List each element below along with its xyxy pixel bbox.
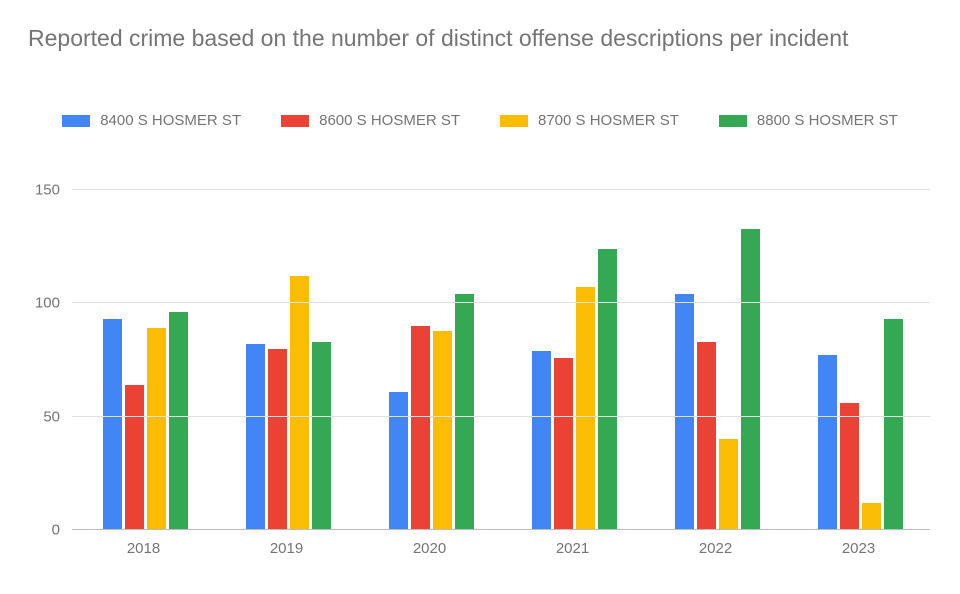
bar — [455, 294, 474, 530]
legend-swatch — [62, 115, 90, 127]
x-axis-tick-label: 2020 — [358, 530, 501, 557]
chart-container: Reported crime based on the number of di… — [0, 0, 960, 594]
bar-cluster — [675, 190, 760, 530]
bar-cluster — [389, 190, 474, 530]
bar-groups: 201820192020202120222023 — [72, 190, 930, 530]
bar-group: 2021 — [501, 190, 644, 530]
legend-item: 8600 S HOSMER ST — [281, 112, 460, 129]
legend-item: 8400 S HOSMER ST — [62, 112, 241, 129]
bar — [818, 355, 837, 530]
legend-row: 8800 S HOSMER ST — [719, 112, 898, 129]
legend-label: 8800 S HOSMER ST — [757, 112, 898, 129]
bar — [103, 319, 122, 530]
bar — [598, 249, 617, 530]
legend: 8400 S HOSMER ST 8600 S HOSMER ST 8700 S H… — [0, 112, 960, 129]
bar — [389, 392, 408, 530]
x-axis-tick-label: 2022 — [644, 530, 787, 557]
legend-label: 8400 S HOSMER ST — [100, 112, 241, 129]
gridline — [72, 189, 930, 190]
bar — [290, 276, 309, 530]
bar-group: 2023 — [787, 190, 930, 530]
x-axis-tick-label: 2023 — [787, 530, 930, 557]
bar-cluster — [246, 190, 331, 530]
legend-item: 8700 S HOSMER ST — [500, 112, 679, 129]
gridline — [72, 302, 930, 303]
chart-title: Reported crime based on the number of di… — [28, 24, 932, 53]
bar — [719, 439, 738, 530]
bar — [554, 358, 573, 530]
bar — [125, 385, 144, 530]
bar — [246, 344, 265, 530]
bar — [840, 403, 859, 530]
x-axis-baseline — [72, 529, 930, 530]
legend-item: 8800 S HOSMER ST — [719, 112, 898, 129]
bar-cluster — [103, 190, 188, 530]
y-axis-tick-label: 150 — [35, 182, 72, 199]
bar-cluster — [818, 190, 903, 530]
bar-group: 2022 — [644, 190, 787, 530]
bar — [675, 294, 694, 530]
gridline — [72, 416, 930, 417]
bar-group: 2019 — [215, 190, 358, 530]
bar — [268, 349, 287, 530]
legend-swatch — [719, 115, 747, 127]
bar-cluster — [532, 190, 617, 530]
bar — [411, 326, 430, 530]
bar-group: 2020 — [358, 190, 501, 530]
y-axis-tick-label: 0 — [52, 522, 72, 539]
legend-swatch — [500, 115, 528, 127]
legend-row: 8400 S HOSMER ST 8600 S HOSMER ST 8700 S H… — [62, 112, 679, 129]
bar — [697, 342, 716, 530]
bar — [532, 351, 551, 530]
bar — [884, 319, 903, 530]
bar — [312, 342, 331, 530]
legend-label: 8600 S HOSMER ST — [319, 112, 460, 129]
plot-area: 201820192020202120222023 050100150 — [72, 190, 930, 530]
x-axis-tick-label: 2018 — [72, 530, 215, 557]
x-axis-tick-label: 2021 — [501, 530, 644, 557]
bar — [147, 328, 166, 530]
legend-swatch — [281, 115, 309, 127]
bar — [576, 287, 595, 530]
bar — [433, 331, 452, 530]
bar — [741, 229, 760, 530]
y-axis-tick-label: 50 — [43, 408, 72, 425]
legend-label: 8700 S HOSMER ST — [538, 112, 679, 129]
bar-group: 2018 — [72, 190, 215, 530]
bar — [169, 312, 188, 530]
bar — [862, 503, 881, 530]
y-axis-tick-label: 100 — [35, 295, 72, 312]
x-axis-tick-label: 2019 — [215, 530, 358, 557]
